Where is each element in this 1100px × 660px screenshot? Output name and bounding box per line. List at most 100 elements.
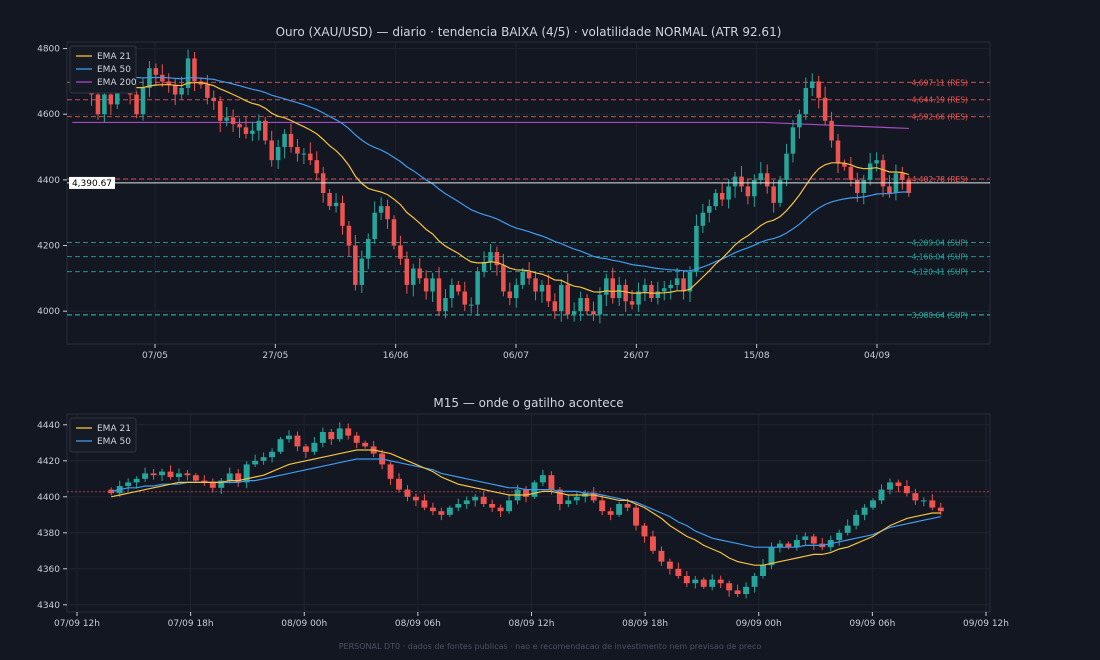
m15-candle-body — [243, 464, 250, 483]
m15-candle-body — [700, 579, 707, 587]
daily-current-price-label: 4,390.67 — [72, 179, 112, 189]
daily-legend-label: EMA 50 — [97, 65, 131, 75]
m15-candle-body — [641, 525, 648, 537]
daily-candle-body — [481, 261, 487, 272]
daily-x-tick-label: 27/05 — [262, 351, 288, 361]
daily-candle-body — [829, 120, 834, 141]
daily-candle-body — [777, 179, 783, 203]
m15-candle-body — [150, 473, 157, 476]
m15-candle-body — [201, 480, 208, 483]
daily-candle-body — [160, 74, 165, 82]
m15-candle-body — [167, 471, 174, 477]
daily-ema50-line — [72, 67, 909, 272]
m15-candle-body — [734, 590, 741, 594]
m15-candle-body — [353, 435, 360, 443]
daily-candle-body — [822, 97, 828, 121]
m15-candle-body — [336, 428, 343, 440]
daily-candle-body — [385, 206, 390, 220]
m15-x-tick-label: 08/09 12h — [509, 619, 555, 629]
m15-candle-body — [616, 504, 623, 515]
m15-candle-body — [218, 480, 225, 488]
daily-x-tick-label: 07/05 — [142, 351, 168, 361]
daily-level-label: 4,697.11 (RES) — [912, 78, 968, 87]
m15-candle-body — [302, 446, 309, 452]
m15-x-tick-label: 09/09 12h — [963, 619, 1009, 629]
daily-candle-body — [642, 284, 648, 292]
daily-candle-body — [513, 284, 519, 299]
daily-candle-body — [764, 173, 770, 187]
daily-candle-body — [687, 271, 693, 292]
m15-legend-box — [69, 417, 137, 453]
m15-candle-body — [793, 540, 800, 548]
daily-candle-body — [102, 94, 107, 115]
daily-ema200-line — [72, 121, 909, 130]
m15-x-tick-label: 09/09 00h — [736, 619, 782, 629]
daily-level-label: 4,402.78 (RES) — [912, 175, 968, 184]
m15-y-tick-label: 4440 — [37, 421, 60, 431]
daily-candle-body — [250, 130, 255, 134]
m15-candle-body — [743, 586, 750, 594]
daily-x-tick-label: 26/07 — [623, 351, 649, 361]
daily-candle-body — [591, 311, 596, 315]
daily-candle-body — [172, 84, 178, 95]
daily-candle-body — [546, 284, 551, 302]
m15-candle-body — [878, 489, 885, 501]
daily-title: Ouro (XAU/USD) — diario · tendencia BAIX… — [276, 25, 782, 39]
daily-candle-body — [443, 298, 448, 312]
daily-candle-body — [230, 117, 236, 125]
m15-candle-body — [870, 500, 877, 508]
m15-candle-body — [175, 473, 182, 477]
daily-legend-label: EMA 200 — [97, 78, 137, 88]
daily-candle-body — [475, 271, 480, 305]
m15-candle-body — [226, 473, 233, 481]
daily-candle-body — [616, 284, 622, 299]
daily-candle-body — [900, 173, 905, 180]
daily-candle-body — [217, 101, 223, 121]
daily-candle-body — [95, 94, 101, 115]
daily-x-tick-label: 06/07 — [503, 351, 529, 361]
m15-candle-body — [624, 504, 631, 508]
daily-candle-body — [365, 238, 371, 259]
daily-legend-box — [69, 45, 137, 94]
m15-candle-body — [277, 439, 284, 452]
m15-x-tick-label: 08/09 00h — [281, 619, 327, 629]
daily-candle-body — [739, 176, 744, 187]
m15-candle-body — [599, 500, 606, 512]
m15-candle-body — [260, 457, 267, 461]
m15-candle-body — [692, 579, 699, 584]
daily-candle-body — [224, 117, 229, 121]
daily-candle-body — [301, 153, 307, 155]
daily-candle-body — [861, 179, 866, 193]
daily-current-price-box — [69, 176, 115, 189]
m15-candle-body — [751, 576, 758, 587]
daily-candle-body — [636, 291, 641, 305]
m15-candle-body — [556, 489, 563, 504]
daily-candle-body — [565, 284, 570, 315]
m15-candle-body — [133, 478, 140, 483]
daily-candle-body — [880, 160, 886, 187]
daily-candle-body — [166, 81, 171, 85]
daily-candle-body — [533, 278, 538, 292]
daily-y-tick-label: 4200 — [37, 242, 60, 252]
daily-candle-body — [604, 278, 609, 295]
footer-disclaimer: PERSONAL DT0 · dados de fontes publicas … — [338, 642, 762, 651]
m15-candle-body — [286, 435, 292, 440]
daily-candle-body — [559, 284, 564, 312]
daily-candle-body — [784, 153, 789, 180]
daily-candle-body — [752, 179, 757, 197]
m15-x-tick-label: 07/09 12h — [54, 619, 100, 629]
daily-candle-body — [462, 291, 468, 305]
daily-candle-body — [340, 202, 345, 226]
m15-candle-body — [903, 486, 910, 494]
daily-candle-body — [398, 245, 403, 259]
m15-candle-body — [633, 507, 640, 526]
m15-candle-body — [311, 442, 318, 452]
m15-candle-body — [590, 493, 597, 501]
m15-candle-body — [463, 500, 470, 504]
daily-candle-body — [610, 278, 616, 299]
m15-candle-body — [319, 432, 326, 443]
m15-candle-body — [658, 550, 665, 562]
m15-candle-body — [192, 475, 199, 481]
m15-candle-body — [387, 464, 394, 479]
